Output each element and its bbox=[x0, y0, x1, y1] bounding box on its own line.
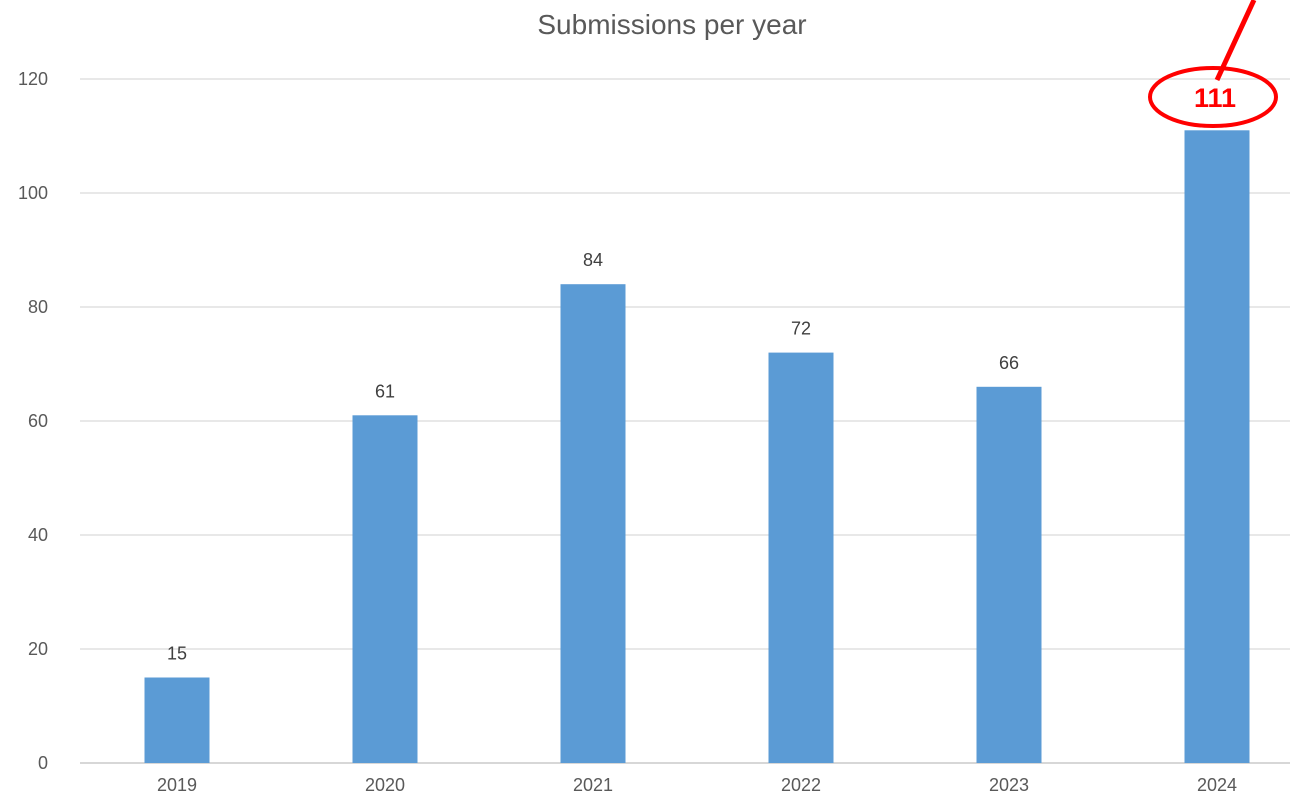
y-tick-label: 40 bbox=[28, 525, 48, 545]
gridlines bbox=[80, 78, 1290, 764]
y-tick-label: 80 bbox=[28, 297, 48, 317]
callout-ellipse bbox=[1148, 66, 1278, 128]
x-tick-label: 2021 bbox=[573, 775, 613, 795]
bar-2019 bbox=[144, 677, 210, 763]
y-tick-label: 20 bbox=[28, 639, 48, 659]
x-tick-label: 2024 bbox=[1197, 775, 1237, 795]
y-tick-label: 120 bbox=[18, 69, 48, 89]
data-label-2022: 72 bbox=[791, 319, 811, 339]
y-tick-label: 0 bbox=[38, 753, 48, 773]
x-axis-ticks: 2019 2020 2021 2022 2023 2024 bbox=[157, 775, 1237, 795]
bar-2020 bbox=[352, 415, 418, 763]
data-labels: 15 61 84 72 66 bbox=[167, 250, 1019, 663]
bar-2022 bbox=[768, 352, 834, 763]
y-tick-label: 60 bbox=[28, 411, 48, 431]
data-label-2021: 84 bbox=[583, 250, 603, 270]
x-tick-label: 2019 bbox=[157, 775, 197, 795]
bars bbox=[144, 130, 1250, 764]
y-axis-ticks: 0 20 40 60 80 100 120 bbox=[18, 69, 48, 773]
y-tick-label: 100 bbox=[18, 183, 48, 203]
bar-2021 bbox=[560, 284, 626, 763]
callout-value-label: 111 bbox=[1194, 83, 1236, 113]
chart-title: Submissions per year bbox=[537, 9, 806, 40]
data-label-2019: 15 bbox=[167, 644, 187, 664]
data-label-2020: 61 bbox=[375, 381, 395, 401]
bar-2023 bbox=[976, 386, 1042, 763]
x-tick-label: 2023 bbox=[989, 775, 1029, 795]
data-label-2023: 66 bbox=[999, 353, 1019, 373]
x-tick-label: 2020 bbox=[365, 775, 405, 795]
highlight-callout: 111 bbox=[1148, 0, 1278, 128]
bar-2024 bbox=[1184, 130, 1250, 764]
x-tick-label: 2022 bbox=[781, 775, 821, 795]
